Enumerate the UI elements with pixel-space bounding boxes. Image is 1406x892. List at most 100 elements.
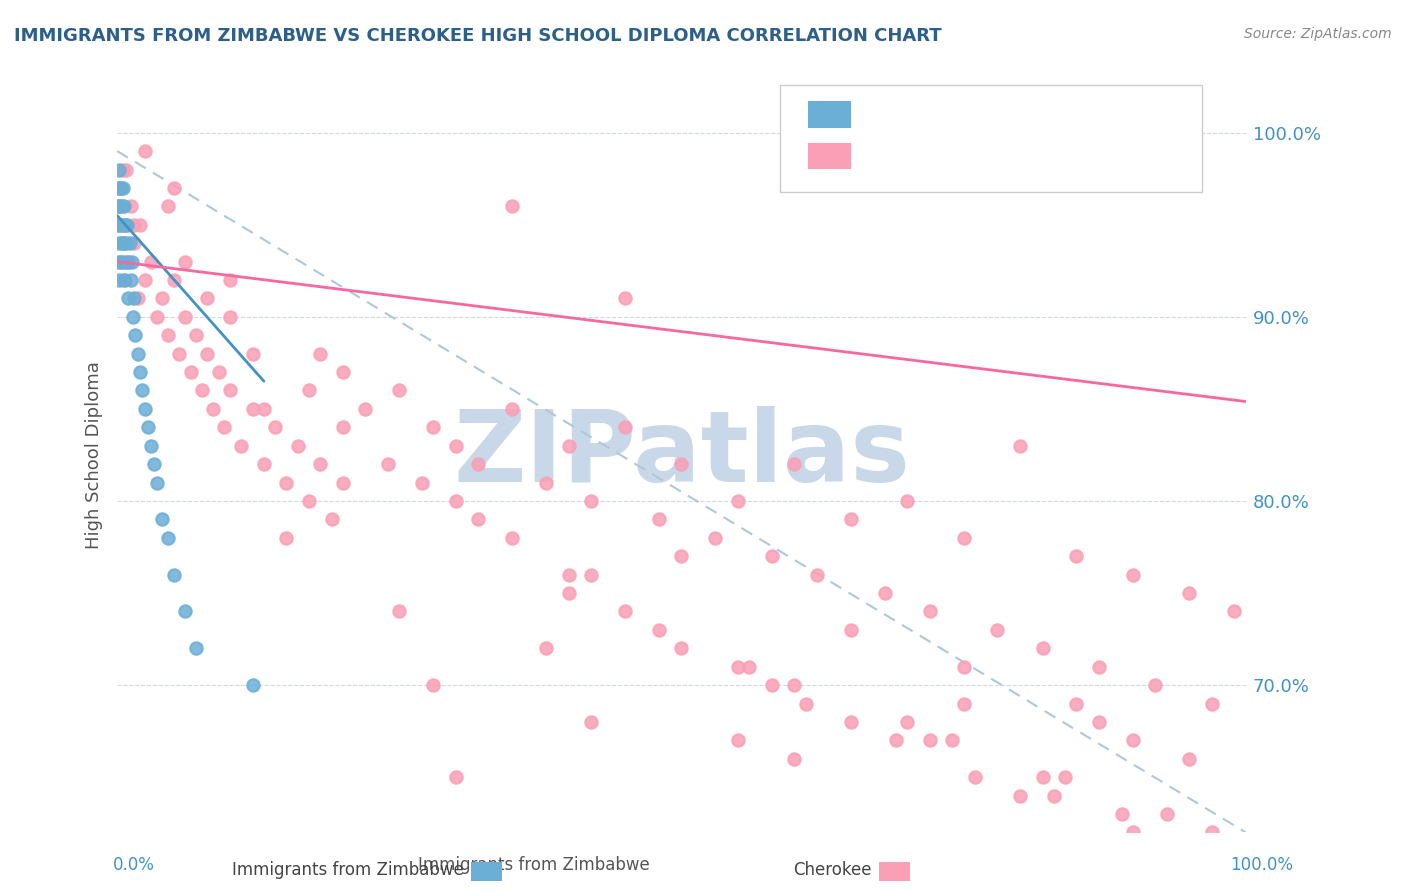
Point [761,678,783,692]
Point [1032,641,1054,656]
Point [388,604,411,618]
Point [128,218,150,232]
Point [111,162,134,177]
Text: 100.0%: 100.0% [1230,856,1294,874]
Point [118,236,141,251]
Point [107,254,129,268]
Point [1088,659,1111,673]
Point [264,420,287,434]
Point [117,254,139,268]
Text: Source: ZipAtlas.com: Source: ZipAtlas.com [1244,27,1392,41]
Point [388,384,411,398]
Point [112,199,135,213]
Point [534,641,557,656]
Text: IMMIGRANTS FROM ZIMBABWE VS CHEROKEE HIGH SCHOOL DIPLOMA CORRELATION CHART: IMMIGRANTS FROM ZIMBABWE VS CHEROKEE HIG… [14,27,942,45]
Point [783,678,806,692]
Point [501,199,523,213]
Point [896,714,918,729]
Point [110,254,132,268]
Point [534,475,557,490]
Point [309,457,332,471]
Point [276,475,298,490]
Point [219,310,242,324]
Point [1008,789,1031,803]
Point [422,678,444,692]
Point [501,531,523,545]
Point [108,199,131,213]
Point [1201,697,1223,711]
Point [127,292,149,306]
Point [108,236,131,251]
Point [1201,825,1223,839]
Point [186,328,208,343]
Point [115,218,138,232]
Point [121,254,143,268]
Point [156,531,179,545]
Point [614,604,637,618]
Point [918,604,941,618]
Point [501,401,523,416]
Point [117,292,139,306]
Point [110,181,132,195]
Point [671,641,693,656]
Point [156,199,179,213]
Point [873,586,896,600]
Y-axis label: High School Diploma: High School Diploma [86,361,103,549]
Point [839,512,862,526]
Point [136,420,159,434]
Point [111,236,134,251]
Point [276,531,298,545]
Point [110,218,132,232]
Point [145,310,167,324]
Point [332,475,354,490]
Point [1043,789,1066,803]
Point [162,273,184,287]
Point [111,254,134,268]
Point [671,457,693,471]
Point [110,181,132,195]
Text: 0.0%: 0.0% [112,856,155,874]
Point [197,292,219,306]
Point [197,346,219,360]
Point [1156,807,1178,822]
Point [727,659,749,673]
Point [150,292,173,306]
Point [557,567,579,582]
Point [253,401,276,416]
Point [986,623,1008,637]
Point [783,457,806,471]
Point [214,420,236,434]
Point [111,218,134,232]
Point [309,346,332,360]
Point [557,586,579,600]
Point [111,199,134,213]
Point [117,254,139,268]
Point [111,236,134,251]
Point [444,770,467,784]
Point [377,457,399,471]
Point [704,531,727,545]
Point [884,733,907,747]
Point [162,181,184,195]
Point [112,236,135,251]
Point [145,475,167,490]
Point [444,494,467,508]
Point [1088,714,1111,729]
Point [1066,549,1088,564]
Point [783,752,806,766]
Point [231,439,253,453]
Point [467,512,489,526]
Point [242,346,264,360]
Point [671,549,693,564]
Text: Immigrants from Zimbabwe: Immigrants from Zimbabwe [419,856,650,874]
Point [1054,770,1077,784]
Point [918,733,941,747]
Text: Cherokee: Cherokee [793,861,872,879]
Point [579,567,602,582]
Point [111,181,134,195]
Point [131,384,153,398]
Point [108,181,131,195]
Point [108,199,131,213]
Point [444,439,467,453]
Point [174,254,197,268]
